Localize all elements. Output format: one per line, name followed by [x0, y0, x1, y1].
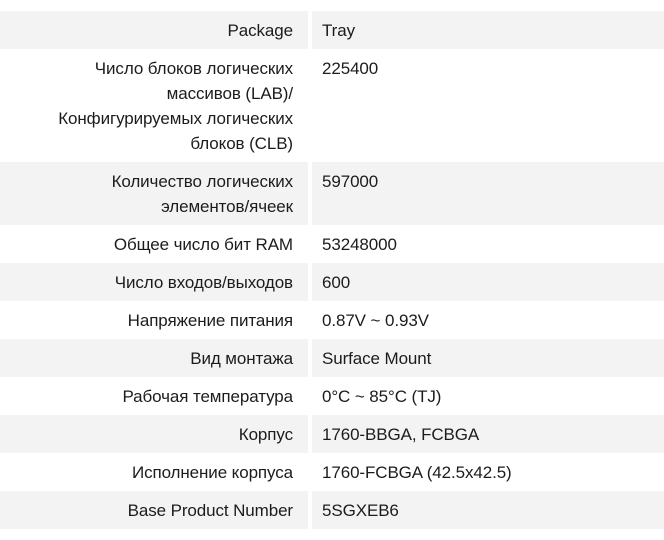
table-row: Исполнение корпуса 1760-FCBGA (42.5x42.5… — [0, 453, 664, 491]
column-divider — [308, 415, 312, 453]
spec-value-operating-temperature: 0°C ~ 85°C (TJ) — [312, 377, 664, 415]
column-divider — [308, 301, 312, 339]
table-row: Base Product Number 5SGXEB6 — [0, 491, 664, 529]
spec-value-supplier-device-package: 1760-FCBGA (42.5x42.5) — [312, 453, 664, 491]
spec-value-supply-voltage: 0.87V ~ 0.93V — [312, 301, 664, 339]
column-divider — [308, 453, 312, 491]
table-row: Число входов/выходов 600 — [0, 263, 664, 301]
column-divider — [308, 11, 312, 49]
spec-label-operating-temperature: Рабочая температура — [0, 377, 308, 415]
spec-label-base-product-number: Base Product Number — [0, 491, 308, 529]
spec-table: Package Tray Число блоков логических мас… — [0, 11, 664, 529]
table-row: Число блоков логических массивов (LAB)/К… — [0, 49, 664, 162]
spec-label-case-package: Корпус — [0, 415, 308, 453]
spec-value-case-package: 1760-BBGA, FCBGA — [312, 415, 664, 453]
table-row: Корпус 1760-BBGA, FCBGA — [0, 415, 664, 453]
spec-label-supply-voltage: Напряжение питания — [0, 301, 308, 339]
spec-value-logic-elements: 597000 — [312, 162, 664, 225]
spec-label-ram-bits: Общее число бит RAM — [0, 225, 308, 263]
spec-value-ram-bits: 53248000 — [312, 225, 664, 263]
spec-value-lab-clb-count: 225400 — [312, 49, 664, 162]
column-divider — [308, 225, 312, 263]
table-row: Количество логических элементов/ячеек 59… — [0, 162, 664, 225]
spec-label-logic-elements: Количество логических элементов/ячеек — [0, 162, 308, 225]
spec-label-package: Package — [0, 11, 308, 49]
column-divider — [308, 49, 312, 162]
table-row: Вид монтажа Surface Mount — [0, 339, 664, 377]
table-row: Package Tray — [0, 11, 664, 49]
spec-label-io-count: Число входов/выходов — [0, 263, 308, 301]
spec-value-mounting-type: Surface Mount — [312, 339, 664, 377]
spec-label-lab-clb-count: Число блоков логических массивов (LAB)/К… — [0, 49, 308, 162]
column-divider — [308, 491, 312, 529]
spec-value-io-count: 600 — [312, 263, 664, 301]
table-row: Общее число бит RAM 53248000 — [0, 225, 664, 263]
column-divider — [308, 162, 312, 225]
spec-label-mounting-type: Вид монтажа — [0, 339, 308, 377]
column-divider — [308, 263, 312, 301]
spec-value-base-product-number: 5SGXEB6 — [312, 491, 664, 529]
spec-label-supplier-device-package: Исполнение корпуса — [0, 453, 308, 491]
spec-value-package: Tray — [312, 11, 664, 49]
table-row: Рабочая температура 0°C ~ 85°C (TJ) — [0, 377, 664, 415]
column-divider — [308, 339, 312, 377]
table-row: Напряжение питания 0.87V ~ 0.93V — [0, 301, 664, 339]
column-divider — [308, 377, 312, 415]
